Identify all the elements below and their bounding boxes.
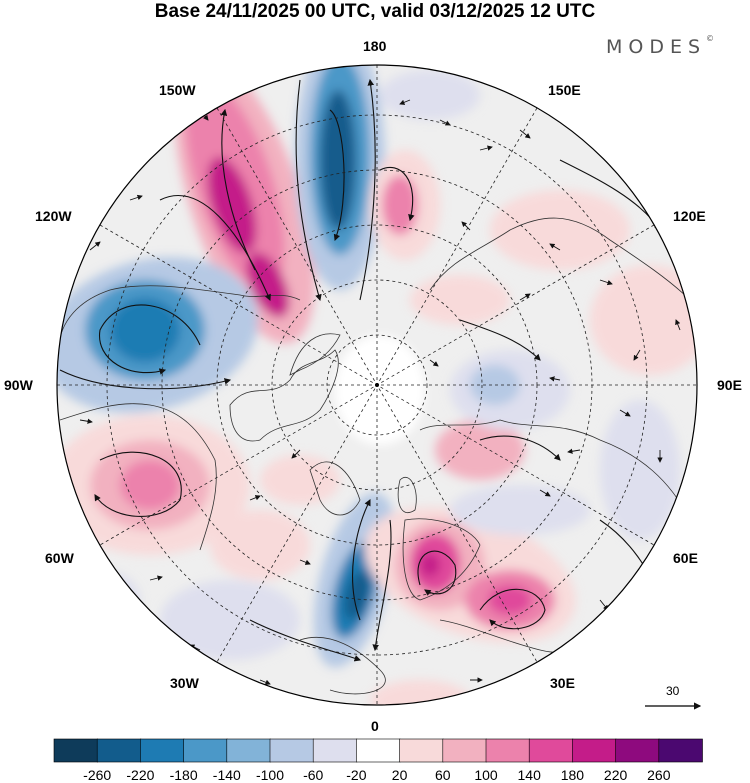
colorbar-swatch: [399, 738, 444, 763]
label-60w: 60W: [45, 550, 74, 566]
label-30w: 30W: [170, 675, 199, 691]
colorbar-tick-label: 180: [560, 767, 585, 783]
label-180: 180: [363, 38, 387, 54]
map-title: Base 24/11/2025 00 UTC, valid 03/12/2025…: [154, 1, 596, 22]
brand-logo: MODES©: [606, 34, 715, 58]
colorbar-tick-label: -140: [212, 767, 241, 783]
colorbar-tick-label: 100: [474, 767, 498, 783]
colorbar-swatch: [312, 738, 358, 763]
colorbar-tick-label: -60: [303, 767, 324, 783]
colorbar-swatch: [658, 738, 703, 763]
colorbar-tick-label: 220: [603, 767, 628, 783]
streamlines: [59, 78, 662, 662]
label-90e: 90E: [717, 377, 742, 393]
colorbar-swatch: [572, 738, 617, 763]
label-150w: 150W: [159, 82, 196, 98]
colorbar-tick-label: -100: [255, 767, 285, 783]
label-120w: 120W: [35, 208, 72, 224]
label-90w: 90W: [4, 377, 33, 393]
colorbar-tick-label: 140: [517, 767, 541, 783]
colorbar-tick-label: -20: [346, 767, 367, 783]
colorbar: [53, 738, 703, 763]
colorbar-swatch: [485, 738, 531, 763]
colorbar-swatch: [226, 738, 271, 763]
vector-scale-label: 30: [666, 684, 680, 698]
colorbar-tick-label: -180: [169, 767, 198, 783]
colorbar-swatch: [140, 738, 185, 763]
colorbar-tick-label: 260: [647, 767, 671, 783]
label-0: 0: [371, 718, 379, 734]
label-120e: 120E: [673, 208, 706, 224]
colorbar-swatch: [615, 738, 660, 763]
colorbar-swatch: [528, 738, 574, 763]
label-60e: 60E: [673, 550, 698, 566]
north-pole-marker: [375, 383, 379, 387]
anomaly-field: [57, 65, 697, 705]
colorbar-swatch: [96, 738, 142, 763]
colorbar-tick-label: 20: [391, 767, 408, 783]
colorbar-swatch: [356, 738, 401, 763]
map-border: [56, 64, 698, 706]
colorbar-swatch: [442, 738, 487, 763]
colorbar-tick-label: -220: [126, 767, 155, 783]
label-30e: 30E: [550, 675, 575, 691]
colorbar-tick-label: -260: [83, 767, 112, 783]
colorbar-swatch: [183, 738, 228, 763]
label-150e: 150E: [548, 82, 581, 98]
colorbar-swatch: [269, 738, 315, 763]
colorbar-swatch: [53, 738, 99, 763]
colorbar-tick-label: 60: [435, 767, 451, 783]
